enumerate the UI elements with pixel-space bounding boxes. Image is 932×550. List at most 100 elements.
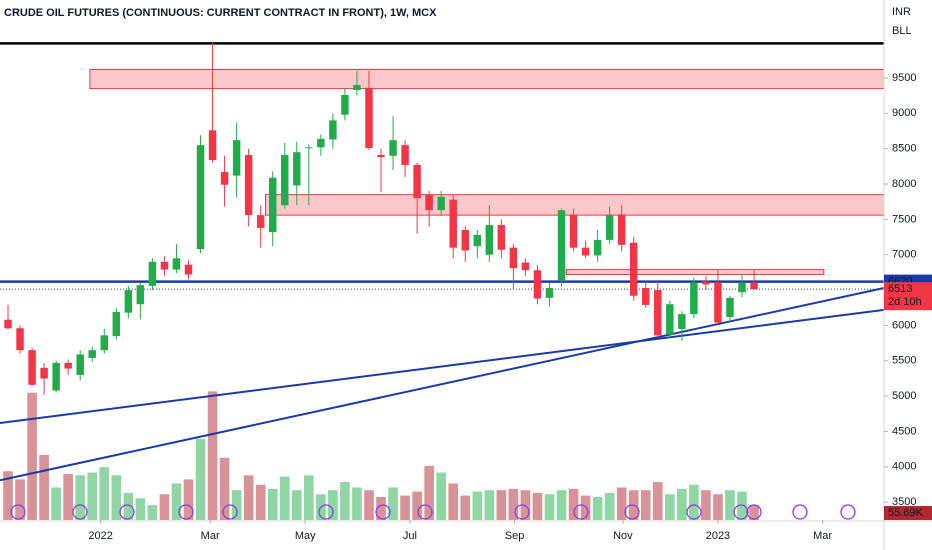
volume-bar [568,488,579,520]
volume-bar [364,490,374,520]
volume-bar [304,475,314,520]
candle-body [750,283,758,290]
y-tick-label: 7000 [892,249,916,261]
event-icon[interactable] [375,504,391,520]
candle-body [4,319,12,329]
y-tick-label: 7500 [892,213,916,225]
volume-bar [388,487,398,520]
x-tick-label: Mar [813,530,832,542]
candle-body [172,258,181,270]
candle-body [726,297,734,317]
event-icon[interactable] [72,504,88,520]
candle-body [52,362,60,391]
candle-body [437,196,445,211]
volume-bar [27,392,37,520]
candle-body [581,247,590,256]
event-icon[interactable] [514,504,530,520]
candle-body [377,155,385,158]
header-bg [0,4,360,22]
event-icon[interactable] [178,504,194,520]
candle-body [160,261,169,270]
trendline [0,308,885,424]
candle-body [569,215,578,248]
event-icon[interactable] [573,504,589,520]
candle-body [293,152,301,186]
candle-body [389,140,397,156]
event-icon[interactable] [417,504,433,520]
candle-body [425,194,433,211]
candle-body [642,287,650,305]
event-icon[interactable] [686,504,702,520]
candle-body [232,140,241,176]
candle-body [617,214,626,245]
candle-body [605,215,614,240]
volume-bar [63,473,73,520]
volume-bar [737,491,747,520]
y-tick-label: 9500 [892,72,916,84]
candle-body [88,350,96,358]
candle-body [305,147,313,149]
volume-bar [291,490,302,520]
candle-body [401,145,409,165]
candle-body [16,328,24,351]
candle-body [341,94,349,115]
candle-body [64,362,72,369]
event-icon[interactable] [318,504,334,520]
volume-bar [400,495,410,520]
volume-bar [99,467,110,520]
candle-body [473,234,482,247]
volume-bar [231,490,242,520]
volume-bar [640,490,651,520]
candle-body [244,155,253,216]
last-price-box [884,282,932,311]
event-icon[interactable] [222,504,238,520]
y-tick-label: 9000 [892,107,916,119]
volume-bar [496,490,507,520]
volume-bar [652,482,663,520]
event-icon[interactable] [840,504,856,520]
event-icon[interactable] [624,504,640,520]
candle-body [365,87,373,148]
event-icon[interactable] [733,504,749,520]
volume-bar [195,438,206,520]
x-tick-label: Jul [403,530,417,542]
volume-bar [580,495,591,520]
x-tick-label: Nov [613,530,633,542]
candle-body [557,210,566,281]
volume-bar [532,492,543,520]
volume-label: 55.69K [888,507,924,519]
volume-bar [725,490,735,520]
volume-bar [701,490,711,520]
candle-body [268,177,277,233]
x-tick-label: 2022 [88,530,112,542]
volume-bar [484,490,495,520]
volume-bar [111,475,122,520]
candle-body [281,155,289,206]
volume-bar [352,487,362,520]
event-icon[interactable] [10,504,26,520]
zone [265,194,885,216]
volume-bar [243,475,254,520]
volume-bar [713,494,723,520]
y-tick-label: 3500 [892,496,916,508]
volume-bar [87,472,98,520]
volume-bar [749,504,759,520]
event-icon[interactable] [119,504,135,520]
volume-bar [472,491,483,520]
candle-body [678,314,686,329]
volume-bar [508,488,519,520]
volume-bar [267,488,278,520]
event-icon[interactable] [746,504,762,520]
volume-bar [604,492,615,520]
zone [89,68,885,90]
event-icon[interactable] [792,504,808,520]
currency: INR [892,6,911,18]
volume-bar [328,490,338,520]
candle-body [593,239,602,256]
unit-label: BLL [892,25,912,37]
candle-body [449,199,457,248]
volume-bar [460,495,471,520]
candle-body [317,138,325,148]
volume-bar [3,471,13,520]
